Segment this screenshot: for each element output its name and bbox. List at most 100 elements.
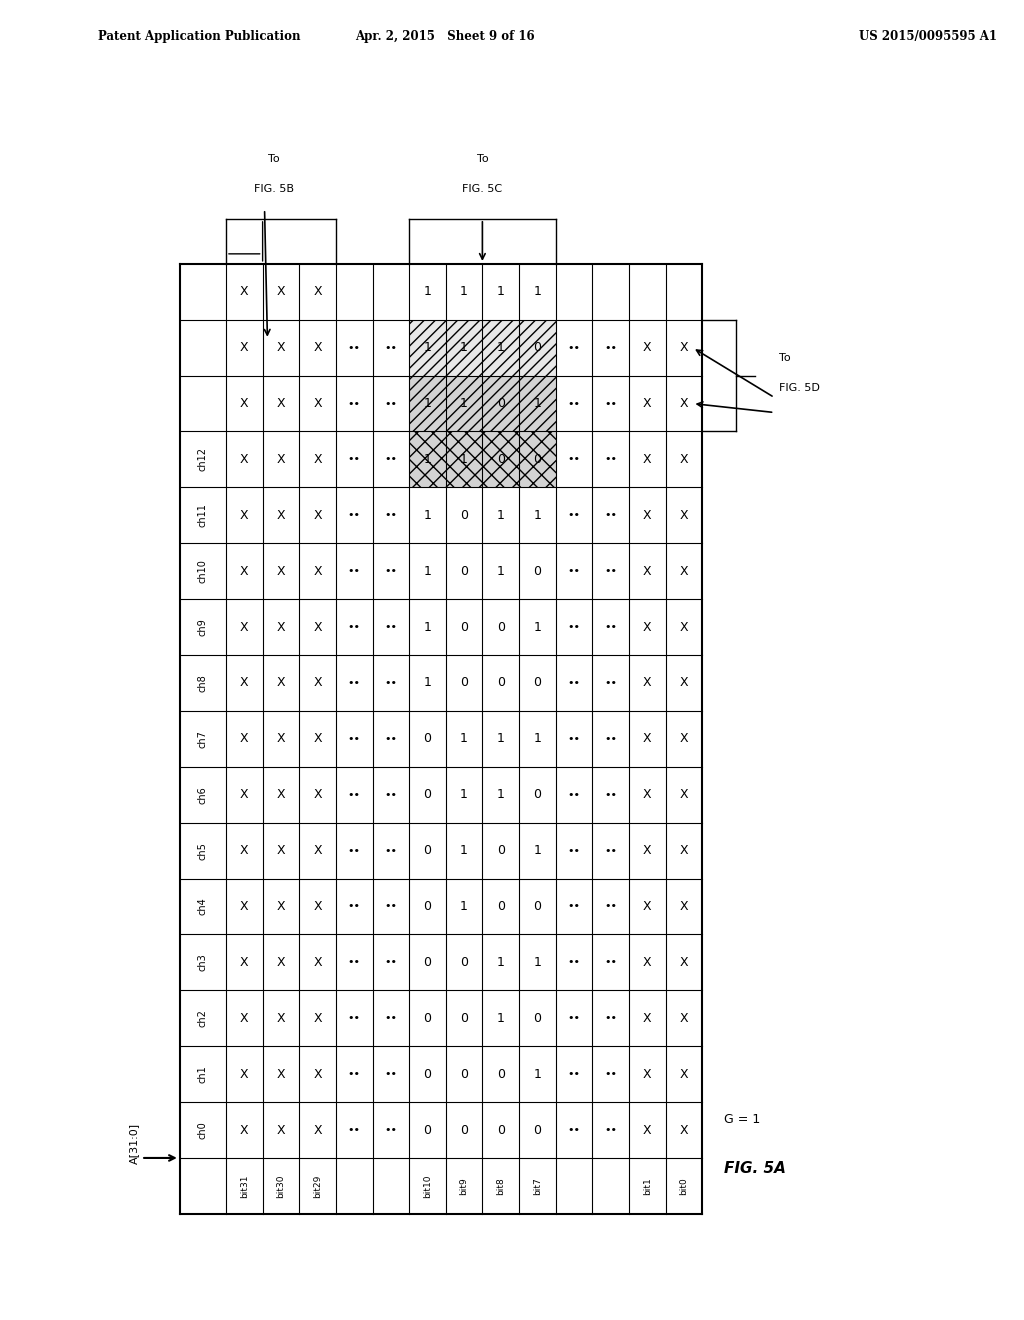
Text: ••: ••	[604, 454, 617, 465]
Bar	[482, 319, 519, 376]
Text: ••: ••	[348, 902, 360, 912]
Text: ••: ••	[348, 1014, 360, 1023]
Text: ••: ••	[604, 846, 617, 855]
Text: ••: ••	[384, 902, 397, 912]
Text: X: X	[276, 733, 286, 746]
Text: X: X	[643, 453, 651, 466]
Text: 1: 1	[497, 788, 505, 801]
Text: X: X	[240, 1123, 249, 1137]
Text: X: X	[240, 676, 249, 689]
Text: Patent Application Publication: Patent Application Publication	[97, 30, 300, 42]
Text: 0: 0	[460, 1011, 468, 1024]
Text: bit0: bit0	[679, 1177, 688, 1195]
Text: ••: ••	[567, 1125, 581, 1135]
Text: X: X	[680, 565, 688, 578]
Text: ••: ••	[567, 343, 581, 352]
Text: ch6: ch6	[198, 785, 208, 804]
Text: ••: ••	[567, 566, 581, 577]
Text: ••: ••	[384, 1069, 397, 1080]
Text: FIG. 5D: FIG. 5D	[779, 383, 820, 392]
Text: 0: 0	[460, 620, 468, 634]
Text: 1: 1	[534, 508, 542, 521]
Text: 0: 0	[424, 1011, 431, 1024]
Text: ••: ••	[348, 343, 360, 352]
Text: X: X	[240, 397, 249, 411]
Text: To: To	[476, 154, 488, 164]
Text: X: X	[680, 1011, 688, 1024]
Text: 1: 1	[497, 733, 505, 746]
Text: FIG. 5B: FIG. 5B	[254, 183, 294, 194]
Text: ch0: ch0	[198, 1121, 208, 1139]
Text: X: X	[240, 956, 249, 969]
Text: ••: ••	[348, 789, 360, 800]
Text: 1: 1	[497, 341, 505, 354]
Text: ••: ••	[567, 902, 581, 912]
Text: 0: 0	[460, 565, 468, 578]
Text: 0: 0	[460, 676, 468, 689]
Text: ••: ••	[348, 622, 360, 632]
Text: ••: ••	[348, 511, 360, 520]
Text: X: X	[240, 508, 249, 521]
Bar	[410, 376, 445, 432]
Bar	[519, 319, 556, 376]
Text: X: X	[680, 956, 688, 969]
Text: X: X	[643, 900, 651, 913]
Text: X: X	[680, 508, 688, 521]
Text: 0: 0	[424, 733, 431, 746]
Bar	[445, 319, 482, 376]
Text: X: X	[643, 1068, 651, 1081]
Text: 1: 1	[460, 733, 468, 746]
Text: bit8: bit8	[497, 1177, 505, 1195]
Text: X: X	[680, 397, 688, 411]
Text: X: X	[276, 341, 286, 354]
Text: X: X	[313, 285, 322, 298]
Text: X: X	[313, 565, 322, 578]
Text: X: X	[313, 676, 322, 689]
Text: ••: ••	[604, 902, 617, 912]
Text: ch3: ch3	[198, 953, 208, 972]
Text: ••: ••	[604, 789, 617, 800]
Text: bit29: bit29	[313, 1175, 323, 1197]
Text: ••: ••	[384, 957, 397, 968]
Text: 0: 0	[460, 956, 468, 969]
Text: ••: ••	[384, 343, 397, 352]
Text: 1: 1	[497, 1011, 505, 1024]
Text: X: X	[276, 285, 286, 298]
Text: X: X	[643, 733, 651, 746]
Text: ••: ••	[604, 622, 617, 632]
Text: X: X	[240, 565, 249, 578]
Text: X: X	[313, 1068, 322, 1081]
Text: 1: 1	[424, 341, 431, 354]
Text: bit10: bit10	[423, 1175, 432, 1197]
Text: 1: 1	[497, 508, 505, 521]
Text: X: X	[313, 397, 322, 411]
Text: 1: 1	[497, 285, 505, 298]
Text: X: X	[643, 508, 651, 521]
Text: X: X	[643, 341, 651, 354]
Text: 1: 1	[460, 341, 468, 354]
Text: X: X	[240, 285, 249, 298]
Text: ••: ••	[604, 678, 617, 688]
Text: 0: 0	[534, 565, 542, 578]
Text: X: X	[643, 843, 651, 857]
Text: ••: ••	[567, 511, 581, 520]
Text: X: X	[276, 453, 286, 466]
Text: 0: 0	[424, 900, 431, 913]
Text: 1: 1	[534, 733, 542, 746]
Text: ••: ••	[384, 511, 397, 520]
Text: 1: 1	[424, 676, 431, 689]
Text: ••: ••	[348, 1125, 360, 1135]
Text: 1: 1	[424, 453, 431, 466]
Text: X: X	[276, 900, 286, 913]
Text: X: X	[313, 341, 322, 354]
Text: 0: 0	[424, 788, 431, 801]
Text: X: X	[680, 676, 688, 689]
Text: X: X	[276, 843, 286, 857]
Text: ••: ••	[604, 734, 617, 744]
Text: X: X	[240, 1011, 249, 1024]
Text: bit7: bit7	[532, 1177, 542, 1195]
Text: ch10: ch10	[198, 560, 208, 583]
Text: X: X	[313, 453, 322, 466]
Text: X: X	[276, 1011, 286, 1024]
Text: X: X	[276, 788, 286, 801]
